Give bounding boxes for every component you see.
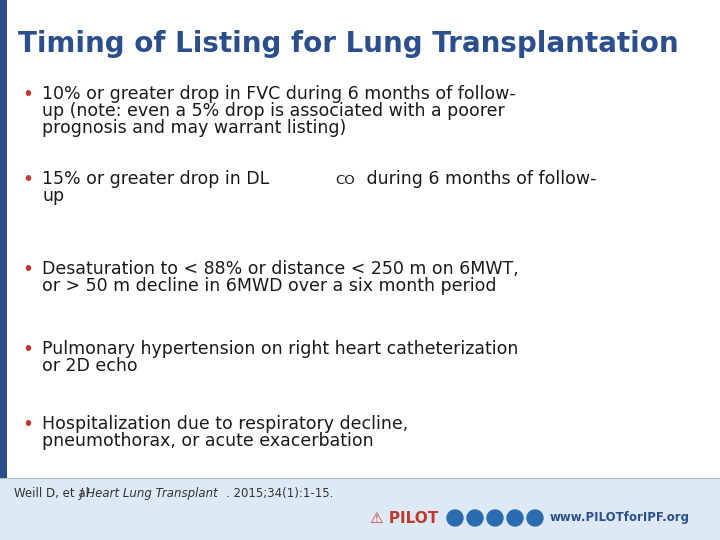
Text: 10% or greater drop in FVC during 6 months of follow-: 10% or greater drop in FVC during 6 mont…	[42, 85, 516, 103]
Text: •: •	[22, 415, 33, 434]
Text: prognosis and may warrant listing): prognosis and may warrant listing)	[42, 119, 346, 137]
Text: Pulmonary hypertension on right heart catheterization: Pulmonary hypertension on right heart ca…	[42, 340, 518, 358]
Text: up: up	[42, 187, 64, 205]
Text: up (note: even a 5% drop is associated with a poorer: up (note: even a 5% drop is associated w…	[42, 102, 505, 120]
Text: . 2015;34(1):1-15.: . 2015;34(1):1-15.	[226, 487, 333, 500]
Text: www.PILOTforIPF.org: www.PILOTforIPF.org	[550, 511, 690, 524]
Text: CO: CO	[336, 174, 355, 187]
Text: •: •	[22, 340, 33, 359]
Circle shape	[507, 510, 523, 526]
Text: 15% or greater drop in DL: 15% or greater drop in DL	[42, 170, 269, 188]
Text: J Heart Lung Transplant: J Heart Lung Transplant	[80, 487, 219, 500]
Text: or > 50 m decline in 6MWD over a six month period: or > 50 m decline in 6MWD over a six mon…	[42, 277, 497, 295]
Text: •: •	[22, 85, 33, 104]
Text: •: •	[22, 170, 33, 189]
Circle shape	[527, 510, 543, 526]
Circle shape	[487, 510, 503, 526]
Circle shape	[467, 510, 483, 526]
Text: Desaturation to < 88% or distance < 250 m on 6MWT,: Desaturation to < 88% or distance < 250 …	[42, 260, 518, 278]
Bar	[0, 478, 720, 540]
Text: Timing of Listing for Lung Transplantation: Timing of Listing for Lung Transplantati…	[18, 30, 679, 58]
Text: pneumothorax, or acute exacerbation: pneumothorax, or acute exacerbation	[42, 432, 374, 450]
Text: during 6 months of follow-: during 6 months of follow-	[361, 170, 596, 188]
Circle shape	[447, 510, 463, 526]
Text: Hospitalization due to respiratory decline,: Hospitalization due to respiratory decli…	[42, 415, 408, 433]
Text: Weill D, et al.: Weill D, et al.	[14, 487, 96, 500]
Text: ⚠ PILOT: ⚠ PILOT	[370, 510, 438, 525]
Text: •: •	[22, 260, 33, 279]
Text: or 2D echo: or 2D echo	[42, 357, 138, 375]
Bar	[0, 0, 7, 540]
